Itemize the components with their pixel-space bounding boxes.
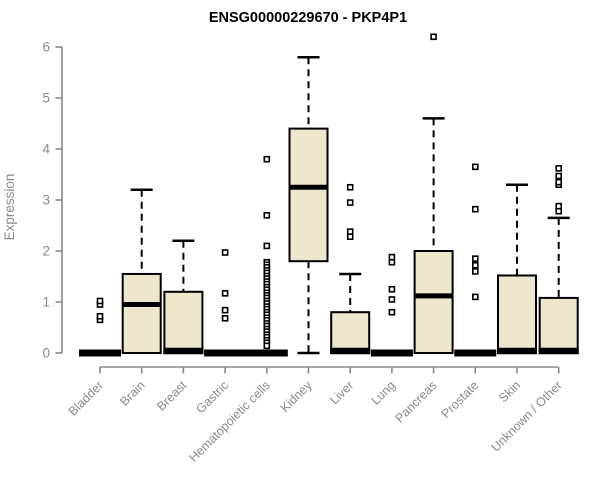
outlier-point	[555, 172, 563, 180]
boxplot-kidney	[288, 55, 329, 355]
boxplot-liver	[330, 183, 371, 355]
outlier-point	[263, 242, 271, 250]
outlier-point	[263, 155, 271, 163]
iqr-box	[330, 311, 371, 355]
x-tick-label: Breast	[154, 378, 190, 414]
boxplot-bladder	[79, 297, 121, 357]
outlier-point	[96, 312, 104, 320]
outlier-point	[346, 183, 354, 191]
x-tick-label: Bladder	[66, 378, 106, 418]
x-tick-label: Gastric	[193, 378, 231, 416]
x-tick-label: Lung	[368, 378, 398, 408]
boxplot-skin	[497, 183, 537, 355]
boxplot-breast	[163, 239, 204, 355]
iqr-box	[538, 296, 579, 355]
outlier-point	[221, 249, 229, 256]
outlier-point	[96, 297, 104, 305]
boxplot-hematopoietic-cells	[245, 155, 288, 357]
outlier-point	[221, 315, 229, 322]
outlier-point	[471, 293, 479, 301]
outlier-point	[555, 202, 563, 210]
chart-title: ENSG00000229670 - PKP4P1	[209, 10, 407, 26]
outlier-point	[388, 308, 396, 316]
x-tick-label: Kidney	[278, 378, 315, 415]
outlier-point	[471, 163, 479, 171]
outlier-point	[263, 212, 271, 219]
y-tick-label: 5	[42, 91, 50, 106]
flat-box	[454, 349, 497, 357]
boxplot-gastric	[204, 249, 247, 357]
outlier-point	[555, 165, 563, 172]
iqr-box	[497, 274, 537, 355]
outlier-point	[430, 33, 437, 41]
boxplot-prostate	[454, 163, 497, 357]
flat-box	[79, 349, 121, 357]
outlier-point	[388, 258, 396, 266]
outlier-point	[471, 205, 479, 213]
x-tick-label: Hematopoietic cells	[186, 378, 273, 465]
y-tick-label: 4	[42, 142, 50, 157]
y-tick-label: 3	[42, 193, 50, 208]
flat-box	[245, 349, 288, 357]
x-tick-label: Prostate	[439, 378, 482, 421]
x-tick-label: Skin	[496, 378, 523, 405]
y-axis-title: Expression	[2, 174, 17, 241]
boxplot-lung	[370, 253, 413, 357]
y-tick-label: 6	[42, 40, 50, 55]
outlier-point	[388, 285, 396, 293]
boxplot-brain	[121, 188, 162, 355]
x-tick-label: Liver	[327, 378, 356, 407]
x-tick-label: Pancreas	[392, 378, 439, 425]
x-tick-label: Unknown / Other	[489, 378, 565, 454]
iqr-box	[288, 127, 329, 263]
outlier-point	[555, 207, 563, 215]
outlier-point	[471, 261, 479, 269]
outlier-point	[388, 296, 396, 303]
outlier-point	[346, 233, 354, 241]
boxes-group	[79, 33, 579, 357]
outlier-point	[346, 199, 354, 206]
outlier-point	[388, 253, 396, 261]
x-tick-label: Brain	[117, 378, 148, 409]
outlier-point	[221, 306, 229, 314]
flat-box	[204, 349, 247, 357]
iqr-box	[413, 250, 454, 354]
flat-box	[370, 349, 413, 357]
y-tick-label: 1	[42, 295, 50, 310]
outlier-point	[263, 342, 271, 350]
y-tick-label: 0	[42, 346, 50, 361]
y-tick-label: 2	[42, 244, 50, 259]
iqr-box	[121, 272, 162, 355]
outlier-point	[346, 228, 354, 235]
outlier-point	[471, 268, 479, 275]
iqr-box	[163, 290, 204, 354]
outlier-point	[221, 290, 229, 297]
boxplot-unknown-other	[538, 165, 579, 355]
outlier-point	[555, 178, 563, 186]
boxplot-pancreas	[413, 33, 454, 354]
outlier-point	[471, 255, 479, 262]
